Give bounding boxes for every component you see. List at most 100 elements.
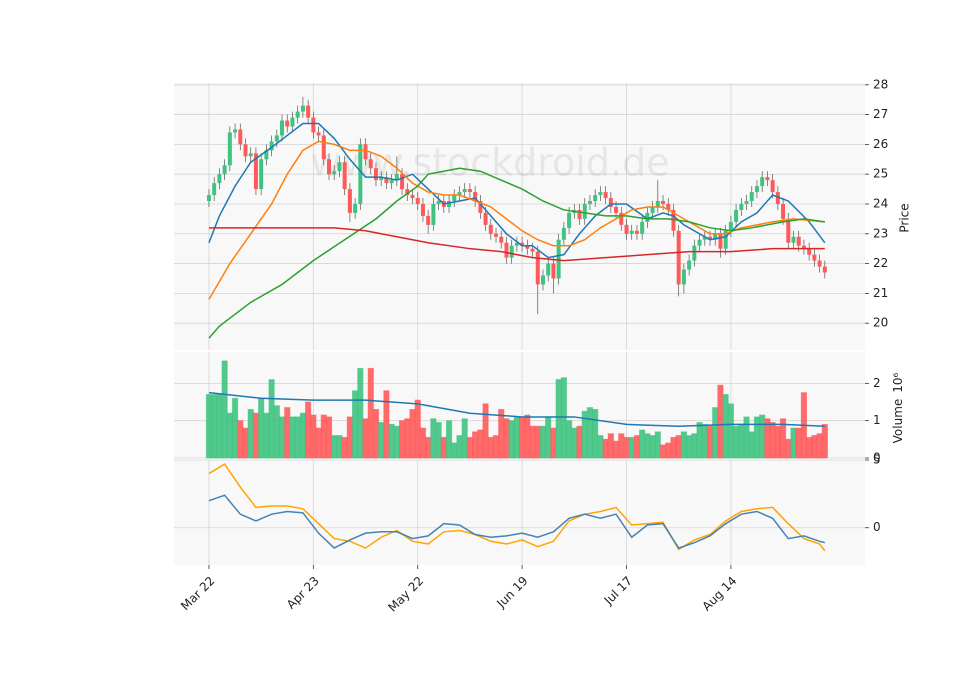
volume-bar	[498, 408, 505, 459]
volume-bar	[649, 435, 656, 459]
candle-body	[807, 248, 812, 255]
candle-body	[582, 203, 587, 219]
candle-body	[436, 201, 441, 204]
candle-body	[478, 201, 483, 213]
candle-body	[394, 174, 399, 181]
offset-label: 10⁶	[891, 372, 905, 392]
y-tick-label: 24	[873, 196, 888, 210]
volume-bar	[357, 367, 364, 459]
volume-bar	[670, 436, 677, 459]
volume-bar	[393, 425, 400, 459]
candle-body	[713, 233, 718, 240]
volume-bar	[680, 431, 687, 459]
candle-body	[321, 135, 326, 160]
volume-bar	[487, 436, 494, 459]
candle-body	[316, 132, 321, 136]
volume-bar	[607, 433, 614, 459]
candle-body	[238, 129, 243, 145]
candle-body	[614, 206, 619, 213]
candle-body	[551, 263, 556, 279]
candle-body	[786, 218, 791, 243]
panel-background	[174, 83, 865, 350]
candle-body	[280, 120, 285, 136]
volume-bar	[466, 436, 474, 459]
y-tick-label: 0	[873, 520, 881, 534]
volume-bar	[806, 436, 813, 459]
candle-body	[327, 159, 332, 175]
volume-bar	[472, 431, 479, 459]
candle-body	[702, 236, 707, 240]
candle-body	[373, 168, 378, 181]
candle-body	[248, 153, 253, 157]
volume-bar	[242, 427, 249, 459]
candle-body	[822, 266, 827, 273]
candle-body	[587, 201, 592, 204]
y-tick-label: 26	[873, 137, 888, 151]
candle-body	[300, 105, 305, 112]
candle-body	[447, 201, 452, 207]
volume-bar	[633, 435, 641, 459]
volume-bar	[367, 367, 374, 459]
volume-bar	[738, 423, 745, 459]
candle-body	[791, 236, 796, 243]
volume-bar	[461, 418, 468, 459]
volume-bar	[445, 420, 453, 459]
volume-bar	[278, 416, 286, 459]
volume-bar	[372, 408, 380, 459]
candle-body	[415, 198, 420, 204]
y-tick-label: 5	[873, 453, 881, 467]
volume-bar	[414, 399, 421, 459]
candle-body	[765, 177, 770, 181]
candle-body	[264, 150, 269, 160]
candle-body	[504, 242, 509, 258]
volume-bar	[336, 435, 343, 459]
candle-body	[556, 239, 561, 279]
volume-bar	[534, 425, 541, 459]
candle-body	[567, 212, 572, 228]
candle-body	[561, 227, 566, 240]
candle-body	[650, 206, 655, 213]
candle-body	[353, 203, 358, 213]
volume-bar	[545, 416, 552, 459]
volume-bar	[456, 435, 463, 459]
candle-body	[212, 183, 217, 196]
volume-bar	[712, 407, 719, 459]
volume-bar	[811, 435, 818, 459]
volume-bar	[571, 427, 578, 459]
volume-bar	[252, 412, 260, 459]
volume-bar	[555, 379, 562, 459]
volume-bar	[696, 422, 703, 459]
volume-bar	[576, 425, 583, 459]
volume-bar	[816, 433, 823, 459]
volume-bar	[550, 427, 557, 459]
candle-body	[655, 201, 660, 207]
candle-body	[368, 159, 373, 169]
x-tick-label: Jun 19	[493, 574, 530, 611]
candle-body	[697, 239, 702, 246]
candle-body	[676, 230, 681, 285]
volume-bar	[503, 418, 510, 459]
volume-bar	[665, 442, 672, 459]
volume-bar	[592, 408, 599, 459]
volume-bar	[691, 433, 698, 459]
volume-bar	[602, 438, 609, 459]
volume-bar	[216, 394, 223, 459]
candle-body	[206, 195, 211, 202]
candle-body	[603, 192, 608, 199]
candle-body	[379, 177, 384, 181]
volume-bar	[331, 435, 338, 459]
candle-body	[744, 201, 749, 204]
x-tick-label: Mar 22	[178, 574, 217, 613]
candle-body	[405, 189, 410, 196]
candle-body	[222, 165, 227, 175]
volume-bar	[748, 431, 755, 459]
candle-body	[734, 209, 739, 222]
candle-body	[295, 111, 300, 118]
candle-body	[608, 198, 613, 207]
volume-bar	[258, 397, 265, 459]
candle-body	[363, 144, 368, 160]
candle-body	[598, 192, 603, 196]
candle-body	[384, 177, 389, 184]
candle-body	[520, 242, 525, 246]
line	[208, 122, 826, 259]
